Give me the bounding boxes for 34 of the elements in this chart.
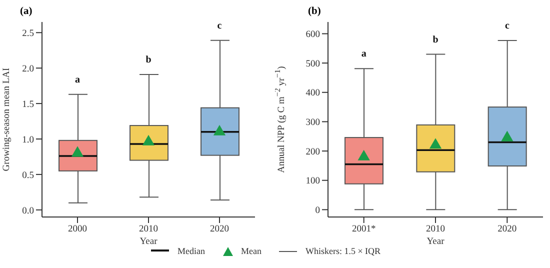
chart-title: (b) (308, 6, 321, 17)
annotation: c (217, 20, 222, 32)
y-tick-label: 1.5 (22, 100, 34, 110)
annotation: a (75, 74, 80, 86)
x-tick-label: 2000 (68, 224, 88, 235)
x-tick-label: 2001* (352, 224, 376, 235)
y-tick-label: 200 (306, 147, 320, 158)
y-tick-label: 2.0 (22, 64, 34, 74)
x-tick-label: 2010 (139, 224, 158, 235)
text: Whiskers: 1.5 × IQR (305, 246, 381, 256)
annotation: b (432, 34, 439, 46)
text: Median (177, 246, 205, 256)
x-tick-label: 2020 (498, 224, 517, 235)
annotation: a (361, 48, 366, 60)
y-tick-label: 0 (315, 206, 320, 216)
x-axis-title: Year (426, 237, 446, 247)
annotation: b (146, 54, 152, 66)
annotation: c (504, 20, 510, 32)
legend-label: Mean (240, 246, 262, 256)
x-tick-label: 2020 (210, 224, 230, 235)
y-tick-label: 300 (306, 118, 320, 128)
y-axis-title: Growing-season mean LAI (2, 68, 12, 172)
y-tick-label: 100 (306, 176, 320, 187)
point (501, 130, 514, 142)
y-tick-label: 1.0 (22, 135, 34, 146)
y-tick-label: 2.5 (22, 29, 34, 40)
y-tick-label: 600 (306, 30, 320, 40)
x-tick-label: 2010 (426, 224, 446, 235)
y-tick-label: 500 (306, 59, 320, 70)
y-tick-label: 0.5 (22, 170, 34, 181)
x-axis-title: Year (140, 237, 158, 247)
y-tick-label: 400 (306, 88, 320, 99)
y-tick-label: 0.0 (22, 206, 34, 216)
chart-title: (a) (20, 6, 32, 17)
